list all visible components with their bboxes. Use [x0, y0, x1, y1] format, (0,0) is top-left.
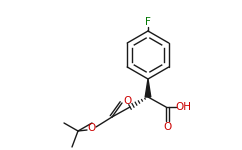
Text: O: O	[123, 96, 131, 106]
Text: O: O	[87, 123, 95, 133]
Text: OH: OH	[175, 102, 191, 112]
Text: O: O	[163, 122, 171, 132]
Text: F: F	[145, 17, 151, 27]
Polygon shape	[145, 79, 151, 97]
